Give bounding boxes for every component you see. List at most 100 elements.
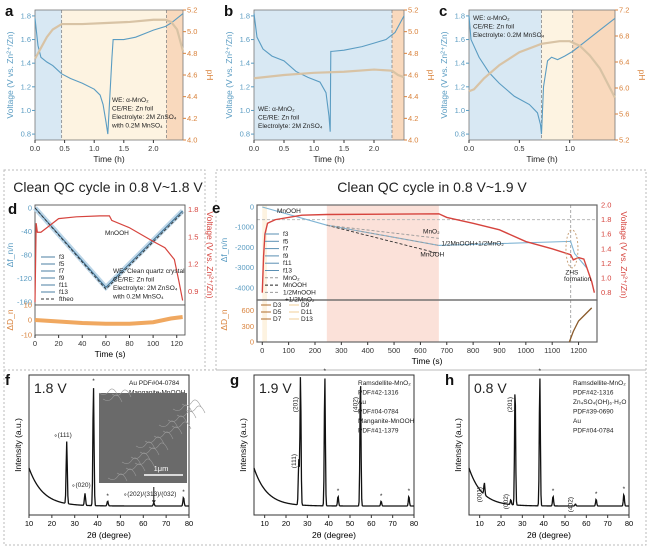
- x-axis-label: 2θ (degree): [87, 530, 131, 540]
- x-tick-label: 10: [25, 519, 33, 528]
- lower-y-axis-label: ΔD_n: [219, 309, 229, 331]
- peak-label: (001): [476, 487, 483, 502]
- x-tick-label: 80: [625, 519, 633, 528]
- x-tick-label: 1.5: [339, 144, 349, 153]
- y-axis-label: Δf_n/n: [5, 242, 15, 267]
- section-frame-fgh: [3, 369, 647, 546]
- x-tick-label: 120: [170, 339, 183, 348]
- y-tick-label: 0.8: [21, 130, 31, 139]
- series-ph: [34, 18, 185, 60]
- x-tick-label: 0.0: [30, 144, 40, 153]
- x-tick-label: 500: [388, 346, 401, 355]
- panel-label: h: [445, 372, 454, 389]
- plot-frame: [468, 374, 630, 516]
- legend-item: f7: [59, 268, 65, 275]
- y-tick-label: -80: [21, 251, 32, 260]
- region-blue: [469, 10, 542, 140]
- sem-texture: [172, 404, 193, 413]
- y-tick-label: 1.8: [21, 11, 31, 20]
- mnooh-label: MnOOH: [277, 208, 301, 215]
- xrd-pattern: [468, 378, 629, 507]
- sem-texture: [134, 458, 155, 467]
- y2-tick-label: 5.2: [187, 6, 197, 15]
- x-tick-label: 900: [493, 346, 506, 355]
- y2-tick-label: 7.2: [619, 6, 629, 15]
- legend-item: ftheo: [59, 296, 74, 303]
- au-peak-marker: *: [324, 368, 327, 375]
- voltage-state-label: 0.8 V: [474, 380, 507, 396]
- legend-item: +1/2MnO₂: [285, 297, 315, 304]
- x-tick-label: 20: [282, 519, 290, 528]
- legend-item: Au PDF#04-0784: [129, 380, 180, 387]
- arrow-head-icon: ▼: [151, 499, 157, 506]
- legend-item: f5: [283, 238, 289, 245]
- y2-tick-label: 5.0: [187, 27, 197, 36]
- y-tick-label: 1.8: [240, 11, 250, 20]
- au-peak-marker: *: [408, 488, 411, 495]
- y2-axis-label: Voltage (V vs. Zn²⁺/Zn): [619, 211, 629, 298]
- y-tick-label: -1000: [235, 223, 254, 232]
- sem-texture: [121, 457, 142, 466]
- y2-tick-label: 4.6: [408, 71, 418, 80]
- legend-item: MnOOH: [283, 282, 307, 289]
- x-tick-label: 60: [102, 339, 110, 348]
- series-ph: [468, 40, 616, 99]
- sem-texture: [111, 389, 132, 398]
- annotation-text: with 0.2M MnSO₄: [111, 123, 163, 130]
- legend-item: PDF#39-0690: [573, 409, 614, 416]
- peak-label: (402): [567, 497, 574, 512]
- mno2-label: MnO₂: [423, 228, 440, 235]
- x-axis-label: 2θ (degree): [527, 530, 571, 540]
- legend-item: PDF#42-1316: [573, 390, 614, 397]
- sem-texture: [125, 463, 146, 472]
- peak-label: (002): [503, 494, 510, 509]
- annotation-text: Electrolyte: 0.2M MnSO₄: [473, 32, 545, 39]
- mnooh-label: MnOOH: [105, 230, 129, 237]
- annotation-text: Electrolyte: 2M ZnSO₄: [113, 285, 178, 292]
- y-axis-label: Intensity (a.u.): [238, 418, 248, 472]
- annotation-text: CE/RE: Zn foil: [258, 115, 300, 122]
- x-tick-label: 40: [93, 519, 101, 528]
- y-tick-label: -120: [17, 274, 32, 283]
- y-axis-label: Intensity (a.u.): [453, 418, 463, 472]
- sem-texture: [144, 436, 165, 445]
- x-tick-label: 60: [367, 519, 375, 528]
- legend-item: f7: [283, 246, 289, 253]
- legend-item: Zn₄SO₄(OH)₆·H₂O: [573, 399, 626, 406]
- series-voltage: [253, 13, 405, 132]
- lower-y-tick-label: 300: [241, 322, 254, 331]
- y-axis-label: Voltage (V vs. Zn²⁺/Zn): [5, 31, 15, 118]
- y-tick-label: 0: [250, 203, 254, 212]
- x-tick-label: 50: [346, 519, 354, 528]
- x-tick-label: 0.5: [59, 144, 69, 153]
- legend-item: PDF#41-1379: [358, 428, 399, 435]
- region-cream: [541, 10, 573, 140]
- panel-label: a: [5, 3, 14, 20]
- y2-tick-label: 1.5: [188, 232, 198, 241]
- panel-label: e: [212, 200, 220, 217]
- sem-texture: [181, 399, 202, 408]
- panel-label: b: [224, 3, 233, 20]
- region-orange: [166, 10, 183, 140]
- legend-item: PDF#04-0784: [358, 409, 399, 416]
- zhs-label: formation: [564, 276, 591, 283]
- legend-item: PDF#42-1316: [358, 390, 399, 397]
- y-tick-label: 1.0: [240, 106, 250, 115]
- y-tick-label: 1.6: [455, 35, 465, 44]
- y-axis-label: Voltage (V vs. Zn²⁺/Zn): [224, 31, 234, 118]
- legend-item: Ramsdellite-MnO₂: [358, 380, 411, 387]
- x-tick-label: 70: [388, 519, 396, 528]
- zhs-highlight-ellipse: [565, 229, 579, 269]
- au-peak-marker: *: [595, 491, 598, 498]
- peak-label: (111): [291, 454, 298, 468]
- y2-tick-label: 1.4: [601, 244, 611, 253]
- x-tick-label: 30: [303, 519, 311, 528]
- y2-tick-label: 4.2: [408, 114, 418, 123]
- chart-panel-g: 10 20 30 40 50 60 70 80 2θ (degree) Intensity (a.…: [230, 368, 418, 540]
- x-tick-label: 80: [185, 519, 193, 528]
- x-tick-label: 0: [260, 346, 264, 355]
- x-tick-label: 1200: [570, 346, 587, 355]
- x-tick-label: 70: [162, 519, 170, 528]
- sem-texture: [185, 405, 206, 414]
- mnooh-label: MnOOH: [420, 252, 444, 259]
